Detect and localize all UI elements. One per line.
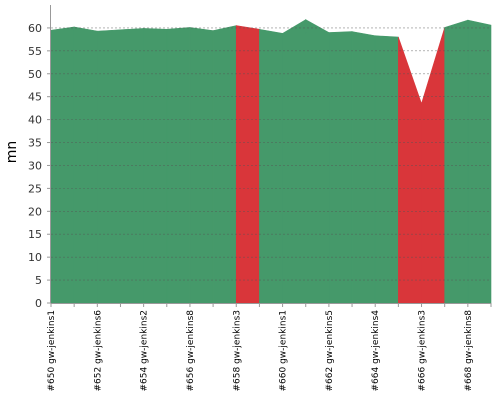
x-tick-label: #656 gw-jenkins8: [186, 310, 196, 392]
y-tick-label: 30: [28, 159, 42, 172]
plot-area: [50, 19, 492, 304]
area-segment-success: [374, 35, 399, 304]
x-tick-label: #662 gw-jenkins5: [325, 310, 335, 391]
x-tick-label: #664 gw-jenkins4: [371, 310, 381, 392]
area-segment-failure: [421, 27, 445, 304]
x-tick-label: #658 gw-jenkins3: [232, 310, 242, 391]
y-tick-label: 10: [28, 251, 42, 264]
y-tick-label: 15: [28, 228, 42, 241]
y-tick-label: 50: [28, 68, 42, 81]
area-segment-success: [97, 29, 121, 304]
area-segment-success: [259, 28, 283, 304]
area-segment-success: [328, 31, 353, 304]
y-tick-label: 60: [28, 22, 42, 35]
x-tick-label: #654 gw-jenkins2: [140, 310, 150, 391]
y-tick-label: 25: [28, 182, 42, 195]
x-axis: #650 gw-jenkins1 #652 gw-jenkins6 #654 gw-…: [47, 303, 492, 392]
area-segment-failure: [235, 25, 260, 304]
area-segment-success: [305, 19, 330, 304]
area-segment-success: [50, 26, 75, 304]
area-segment-success: [444, 19, 469, 304]
y-tick-label: 35: [28, 137, 42, 150]
y-tick-label: 55: [28, 45, 42, 58]
area-segment-success: [282, 19, 307, 304]
grid-lines: [51, 27, 491, 281]
area-segment-success: [73, 26, 98, 304]
y-tick-label: 45: [28, 91, 42, 104]
x-tick-label: #668 gw-jenkins8: [464, 310, 474, 392]
area-segment-failure: [398, 36, 422, 304]
y-tick-label: 40: [28, 114, 42, 127]
x-tick-label: #660 gw-jenkins1: [279, 310, 289, 391]
x-tick-label: #650 gw-jenkins1: [47, 310, 57, 391]
y-axis-label: mn: [4, 141, 20, 164]
y-tick-label: 5: [35, 274, 42, 287]
area-segment-success: [166, 27, 191, 304]
y-axis: 0 5 10 15 20 25 30 35 40 45 50 55 60: [28, 5, 51, 310]
area-segment-success: [189, 27, 214, 304]
area-segment-success: [351, 31, 376, 304]
area-segment-success: [212, 25, 237, 304]
y-tick-label: 0: [35, 297, 42, 310]
area-segment-success: [467, 19, 492, 304]
y-tick-label: 20: [28, 205, 42, 218]
x-tick-label: #666 gw-jenkins3: [418, 310, 428, 391]
x-tick-label: #652 gw-jenkins6: [93, 310, 103, 392]
